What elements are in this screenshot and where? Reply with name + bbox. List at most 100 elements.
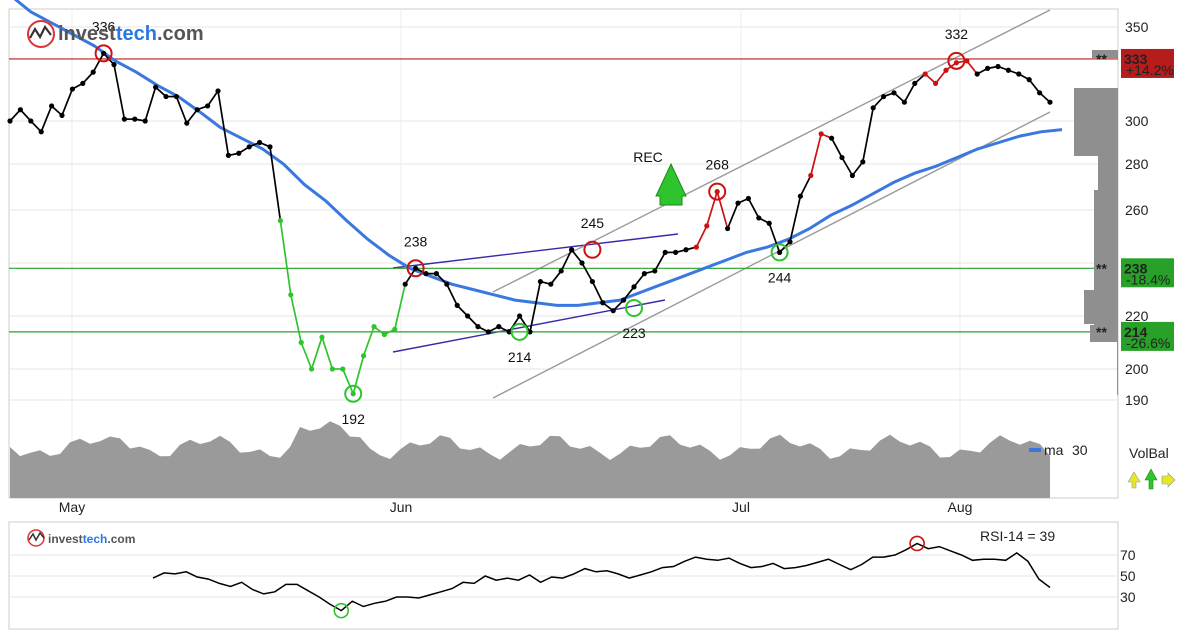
price-point: [860, 159, 866, 165]
price-point: [621, 297, 627, 303]
price-point: [309, 366, 315, 372]
volbal-arrow-up-icon: [1144, 468, 1158, 490]
price-point: [662, 249, 668, 255]
logo-wave-icon: [29, 24, 52, 40]
price-segment: [404, 267, 417, 285]
price-point: [402, 281, 408, 287]
price-segment: [695, 225, 708, 248]
level-tag-214: [1121, 321, 1174, 351]
price-point: [257, 139, 263, 146]
price-point: [496, 324, 502, 330]
price-point: [142, 118, 148, 124]
price-point: [173, 93, 179, 100]
price-segment: [903, 82, 916, 103]
price-point: [849, 172, 856, 179]
price-tick-350: 350: [1125, 19, 1149, 35]
price-segment: [40, 105, 53, 133]
resistance-line-top: [392, 233, 679, 269]
pivot-marker-192: [344, 384, 363, 403]
price-point: [194, 107, 200, 113]
price-point: [298, 339, 304, 346]
price-point: [985, 65, 991, 71]
rsi-tick-30: 30: [1120, 589, 1136, 605]
rsi-low-marker: [333, 602, 350, 619]
price-point: [517, 313, 523, 319]
level-stars-214: **: [1096, 324, 1107, 340]
price-segment: [206, 90, 219, 107]
volume-profile-bar: [1074, 88, 1118, 156]
price-segment: [186, 109, 198, 124]
price-tick-280: 280: [1125, 156, 1149, 172]
pivot-label-244: 244: [768, 269, 792, 285]
ma-legend-value: 30: [1072, 442, 1088, 458]
price-point: [340, 366, 346, 372]
price-point: [277, 218, 283, 224]
price-point: [215, 88, 221, 94]
price-segment: [570, 249, 583, 264]
price-point: [1037, 90, 1043, 96]
price-point: [714, 189, 720, 195]
rsi-tick-50: 50: [1120, 568, 1136, 584]
price-segment: [393, 284, 407, 330]
price-point: [839, 154, 845, 161]
month-label-aug: Aug: [948, 499, 973, 515]
logo-wordmark-small: investtech.com: [48, 532, 135, 546]
price-point: [506, 329, 512, 335]
price-segment: [851, 161, 864, 177]
price-tick-190: 190: [1125, 392, 1149, 408]
brand-logo-small: investtech.com: [27, 529, 135, 547]
price-tick-300: 300: [1125, 113, 1149, 129]
price-point: [870, 105, 876, 111]
price-segment: [591, 281, 604, 304]
price-point: [267, 144, 273, 150]
price-point: [392, 326, 398, 332]
price-point: [610, 308, 616, 314]
ma-legend-swatch: [1029, 448, 1041, 452]
month-label-jul: Jul: [732, 499, 750, 515]
price-point: [558, 268, 564, 274]
price-point: [121, 116, 127, 122]
price-tick-260: 260: [1125, 202, 1149, 218]
price-point: [579, 260, 585, 266]
level-tag-333: [1121, 48, 1174, 78]
price-segment: [61, 88, 74, 116]
price-point: [1005, 67, 1012, 73]
price-point: [69, 86, 75, 92]
price-segment: [279, 220, 292, 295]
price-point: [527, 329, 533, 335]
price-point: [964, 58, 970, 64]
price-segment: [633, 273, 646, 288]
price-segment: [342, 368, 354, 395]
price-point: [329, 366, 335, 372]
price-point: [953, 60, 960, 66]
pivot-marker-336: [94, 44, 113, 63]
month-label-jun: Jun: [390, 499, 413, 515]
price-segment: [113, 64, 126, 120]
price-point: [350, 391, 356, 397]
price-point: [59, 112, 65, 118]
price-point: [423, 271, 429, 277]
price-point: [475, 324, 481, 330]
price-point: [381, 331, 387, 338]
price-segment: [799, 175, 812, 197]
month-axis: May Jun Jul Aug: [59, 499, 973, 515]
price-point: [673, 249, 679, 255]
volume-area-shape: [10, 421, 1050, 498]
price-point: [652, 268, 658, 274]
price-point: [756, 215, 762, 221]
price-point: [735, 200, 741, 206]
price-point: [371, 324, 377, 330]
rsi-line: [152, 535, 1051, 619]
pivot-label-336: 336: [92, 18, 116, 34]
price-point: [787, 239, 793, 245]
pivot-label-245: 245: [581, 215, 605, 231]
price-segment: [217, 90, 230, 156]
pivot-marker-268: [708, 182, 727, 201]
price-point: [537, 278, 544, 285]
price-point: [891, 90, 897, 96]
price-segment: [654, 251, 666, 272]
price-point: [17, 107, 23, 113]
price-point: [704, 223, 710, 229]
price-point: [808, 172, 814, 179]
